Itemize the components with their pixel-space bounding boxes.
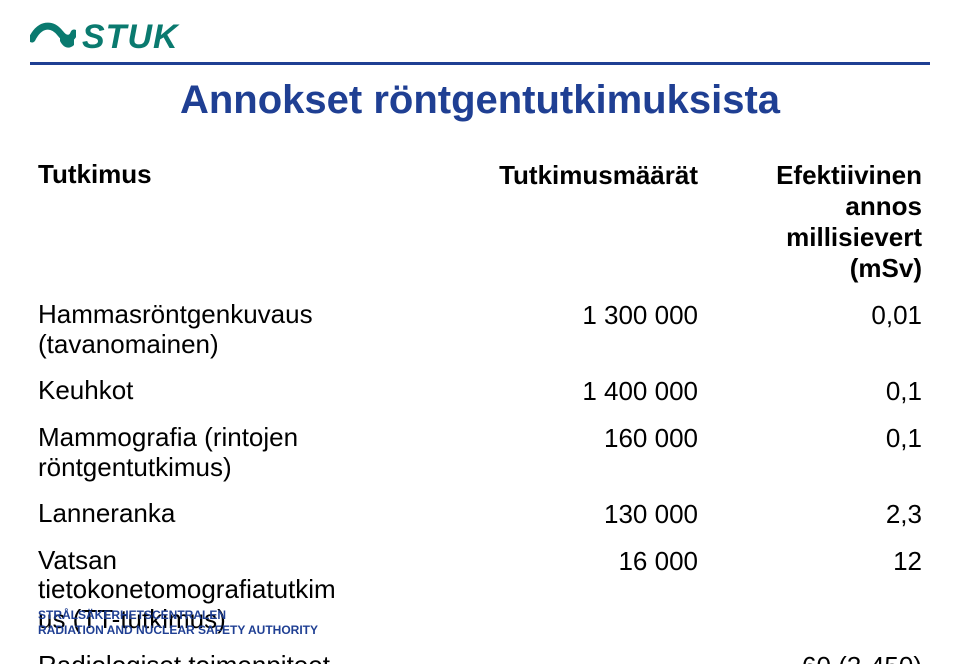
header-rule <box>30 62 930 65</box>
row-dose: 0,1 <box>728 376 922 407</box>
row-count: 160 000 <box>478 423 728 454</box>
row-count: 130 000 <box>478 499 728 530</box>
row-count: 16 000 <box>478 546 728 577</box>
row-label-line: röntgentutkimus) <box>38 452 232 482</box>
row-count: 1 300 000 <box>478 300 728 331</box>
row-dose: 60 (3-450) <box>728 651 922 664</box>
footer-org: STRÅLSÄKERHETSCENTRALEN RADIATION AND NU… <box>38 608 318 638</box>
row-label-line: Mammografia (rintojen <box>38 422 298 452</box>
table-header-row: Tutkimus Tutkimusmäärät Efektiivinen ann… <box>38 160 922 284</box>
table-row: Lanneranka 130 000 2,3 <box>38 499 922 530</box>
table-row: Hammasröntgenkuvaus (tavanomainen) 1 300… <box>38 300 922 360</box>
col-header-dose-line2: millisievert (mSv) <box>786 222 922 283</box>
col-header-count: Tutkimusmäärät <box>478 160 728 191</box>
brand-logo: STUK <box>30 18 179 57</box>
row-label-line: Hammasröntgenkuvaus <box>38 299 313 329</box>
row-label: Keuhkot <box>38 376 478 406</box>
row-label-line: tietokonetomografiatutkim <box>38 574 336 604</box>
table-row: Mammografia (rintojen röntgentutkimus) 1… <box>38 423 922 483</box>
dose-table: Tutkimus Tutkimusmäärät Efektiivinen ann… <box>38 160 922 664</box>
row-dose: 2,3 <box>728 499 922 530</box>
footer-line1: STRÅLSÄKERHETSCENTRALEN <box>38 608 226 622</box>
row-label: Lanneranka <box>38 499 478 529</box>
row-dose: 0,01 <box>728 300 922 331</box>
row-dose: 0,1 <box>728 423 922 454</box>
stuk-wave-icon <box>30 19 76 56</box>
row-count: - <box>478 651 728 664</box>
slide-title: Annokset röntgentutkimuksista <box>0 78 960 123</box>
row-label-line: Vatsan <box>38 545 117 575</box>
col-header-tutkimus: Tutkimus <box>38 160 478 190</box>
col-header-dose-line1: Efektiivinen annos <box>776 160 922 221</box>
table-row: Keuhkot 1 400 000 0,1 <box>38 376 922 407</box>
row-label: Mammografia (rintojen röntgentutkimus) <box>38 423 478 483</box>
row-label-line: Radiologiset toimenpiteet <box>38 650 330 664</box>
row-dose: 12 <box>728 546 922 577</box>
row-label: Radiologiset toimenpiteet (esim. verisuo… <box>38 651 478 664</box>
col-header-dose: Efektiivinen annos millisievert (mSv) <box>728 160 922 284</box>
row-label-line: (tavanomainen) <box>38 329 219 359</box>
footer-line2: RADIATION AND NUCLEAR SAFETY AUTHORITY <box>38 623 318 637</box>
brand-name: STUK <box>82 18 179 57</box>
table-row: Radiologiset toimenpiteet (esim. verisuo… <box>38 651 922 664</box>
row-label: Hammasröntgenkuvaus (tavanomainen) <box>38 300 478 360</box>
row-count: 1 400 000 <box>478 376 728 407</box>
